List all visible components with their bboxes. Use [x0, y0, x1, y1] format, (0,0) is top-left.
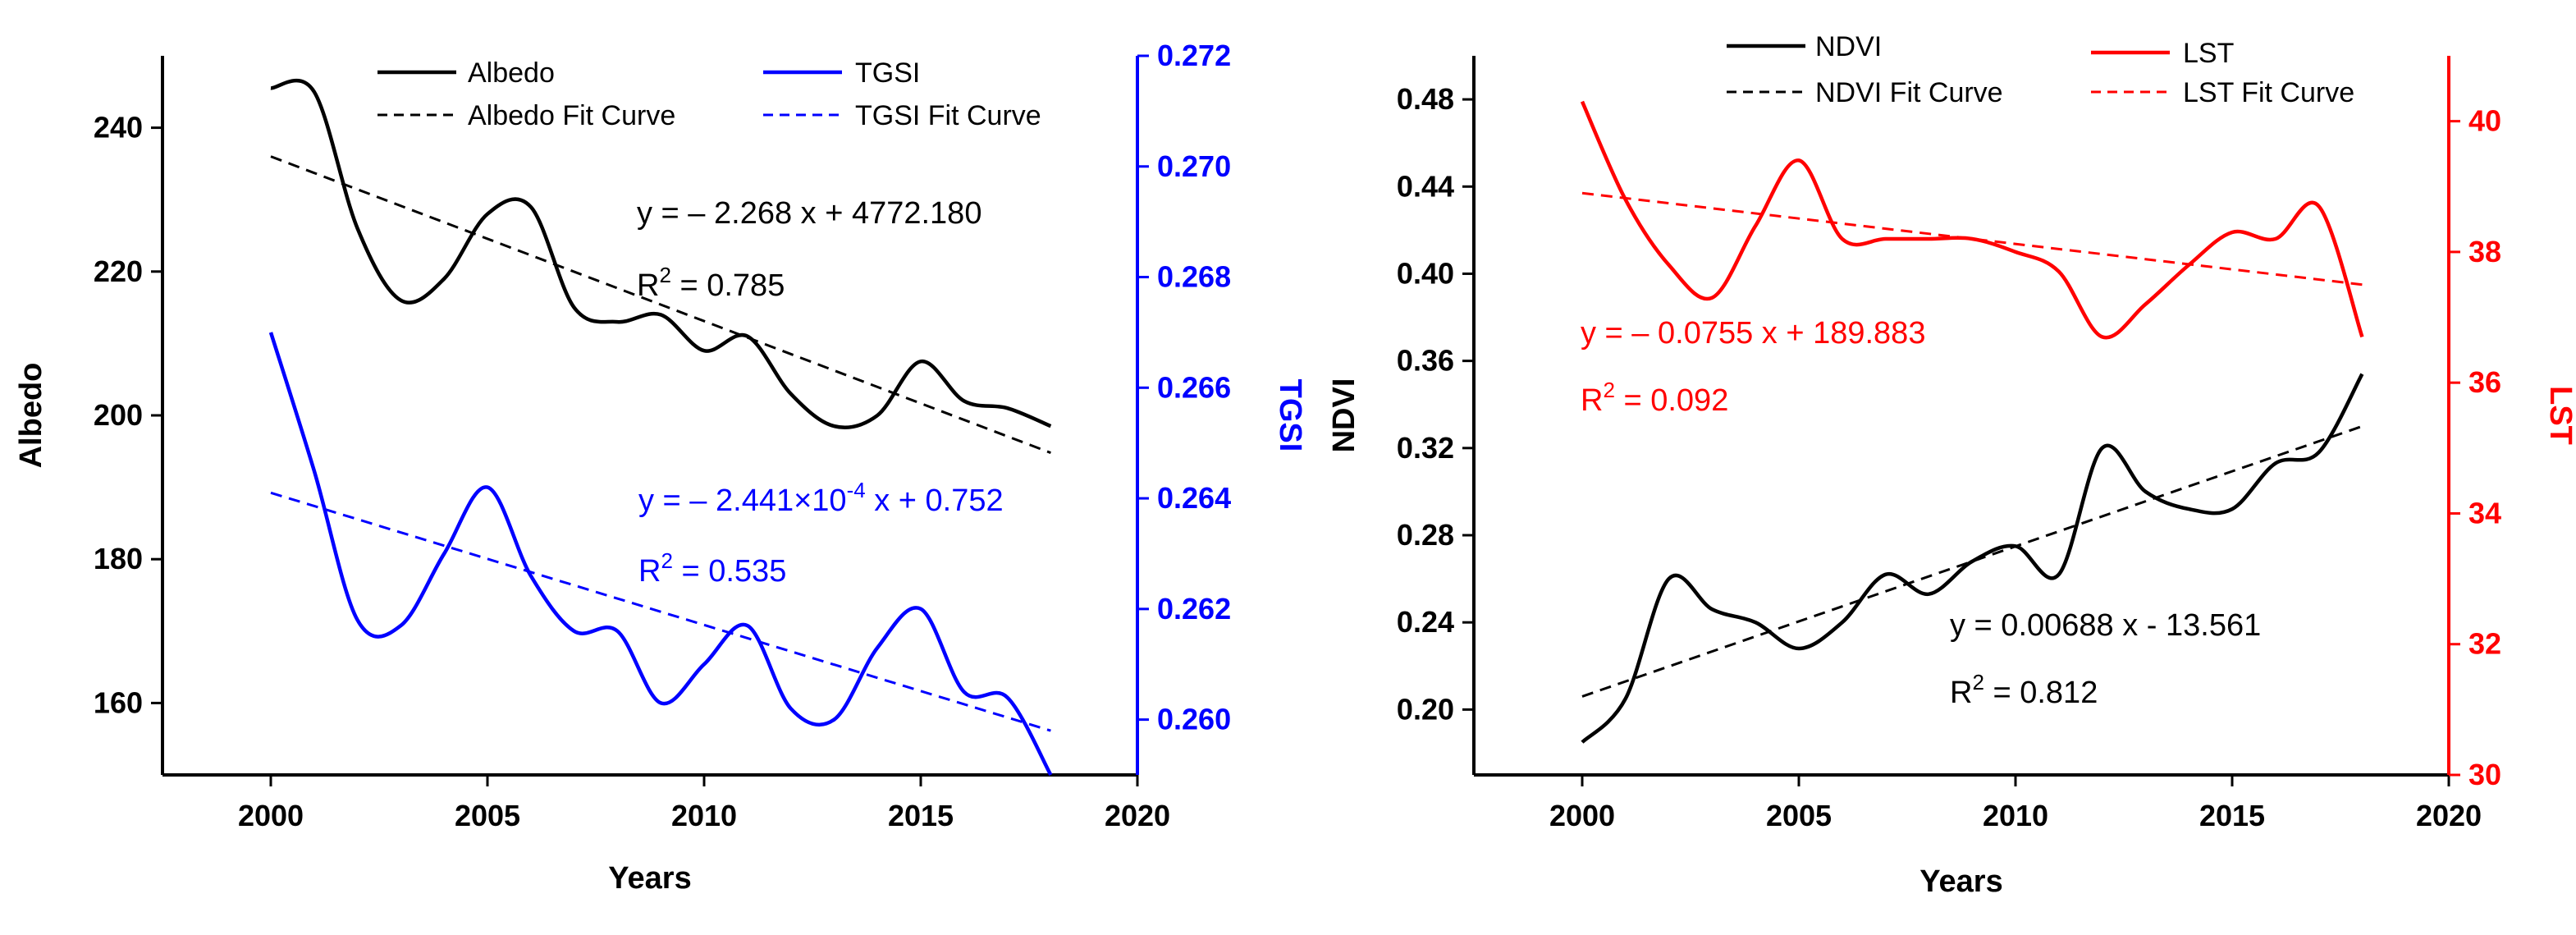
legend-label: Albedo: [468, 57, 555, 89]
annotation-text: R: [1950, 676, 1972, 710]
legend-label: NDVI: [1815, 31, 1882, 62]
equation-annotation: y = – 2.441×10-4 x + 0.752: [638, 478, 1004, 518]
legend-label: TGSI Fit Curve: [855, 100, 1041, 131]
series-line-lst: [1580, 100, 2364, 340]
y2-tick-label: 0.272: [1157, 39, 1231, 72]
annotation-superscript: 2: [1603, 378, 1614, 402]
x-tick-label: 2015: [2199, 799, 2265, 832]
legend-label: NDVI Fit Curve: [1815, 77, 2003, 108]
x-tick-label: 2020: [2416, 799, 2482, 832]
x-tick-label: 2000: [1549, 799, 1615, 832]
y-tick-label: 160: [94, 685, 143, 719]
y2-tick-label: 0.268: [1157, 260, 1231, 294]
y-axis-title: Albedo: [14, 363, 48, 469]
annotation-text: y = – 0.0755 x + 189.883: [1581, 316, 1925, 351]
annotation-rest: x + 0.752: [866, 484, 1004, 518]
legend-label: Albedo Fit Curve: [468, 100, 675, 131]
x-tick-label: 2015: [888, 799, 954, 832]
y-tick-label: 0.44: [1397, 169, 1454, 203]
chart-panel-1: 2000 2005 2010 2015 2020 160 180 200 220 240 0.260…: [14, 39, 1307, 896]
annotation-text: R: [1581, 383, 1603, 418]
series-line-albedo-fit-curve: [270, 155, 1051, 455]
y2-axis-title: LST: [2543, 386, 2576, 445]
y-tick-label: 0.20: [1397, 692, 1454, 726]
y2-tick-label: 0.262: [1157, 592, 1231, 626]
equation-annotation: R2 = 0.785: [637, 263, 785, 303]
y2-tick-label: 0.264: [1157, 481, 1231, 515]
equation-annotation: R2 = 0.092: [1581, 378, 1728, 418]
annotation-superscript: -4: [847, 478, 866, 502]
annotation-text: R: [637, 268, 659, 303]
annotation-superscript: 2: [661, 548, 672, 573]
annotation-superscript: 2: [1972, 670, 1983, 694]
annotation-text: y = – 2.268 x + 4772.180: [637, 196, 981, 231]
chart-panel-2: 2000 2005 2010 2015 2020 0.20 0.24 0.28 0.32 0.36…: [1327, 31, 2576, 899]
annotation-text: y = – 2.441×10: [638, 484, 847, 518]
annotation-rest: = 0.535: [673, 554, 786, 589]
annotation-rest: = 0.785: [671, 268, 785, 303]
y-tick-label: 0.48: [1397, 82, 1454, 116]
equation-annotation: R2 = 0.535: [638, 548, 786, 589]
y-tick-label: 180: [94, 542, 143, 575]
series-line-ndvi-fit-curve: [1581, 424, 2363, 698]
equation-annotation: y = – 2.268 x + 4772.180: [637, 196, 981, 231]
y-tick-label: 0.40: [1397, 256, 1454, 290]
x-tick-label: 2000: [238, 799, 304, 832]
y2-tick-label: 0.270: [1157, 149, 1231, 183]
y2-tick-label: 36: [2468, 365, 2501, 399]
x-tick-label: 2020: [1105, 799, 1170, 832]
legend-label: TGSI: [855, 57, 920, 89]
y-tick-label: 0.36: [1397, 344, 1454, 378]
legend-label: LST: [2183, 38, 2234, 69]
y2-tick-label: 0.266: [1157, 370, 1231, 404]
x-tick-label: 2010: [671, 799, 737, 832]
y-tick-label: 240: [94, 111, 143, 144]
y2-tick-label: 34: [2468, 496, 2501, 529]
y-tick-label: 200: [94, 398, 143, 432]
series-line-tgsi-fit-curve: [270, 491, 1051, 732]
y-tick-label: 0.24: [1397, 605, 1454, 639]
y2-tick-label: 0.260: [1157, 703, 1231, 736]
annotation-superscript: 2: [659, 263, 670, 287]
y-tick-label: 0.28: [1397, 518, 1454, 552]
annotation-rest: = 0.812: [1984, 676, 2098, 710]
x-axis-title: Years: [1919, 864, 2002, 899]
x-tick-label: 2005: [1766, 799, 1832, 832]
y-tick-label: 0.32: [1397, 431, 1454, 465]
x-tick-label: 2010: [1983, 799, 2048, 832]
equation-annotation: y = 0.00688 x - 13.561: [1950, 608, 2261, 643]
annotation-text: R: [638, 554, 661, 589]
y2-tick-label: 38: [2468, 235, 2501, 268]
series-line-albedo: [270, 78, 1052, 429]
x-tick-label: 2005: [455, 799, 520, 832]
legend-label: LST Fit Curve: [2183, 77, 2354, 108]
y2-axis-title: TGSI: [1273, 379, 1307, 452]
equation-annotation: R2 = 0.812: [1950, 670, 2098, 710]
y2-tick-label: 32: [2468, 627, 2501, 661]
y-axis-title: NDVI: [1327, 378, 1361, 453]
annotation-text: y = 0.00688 x - 13.561: [1950, 608, 2261, 643]
series-line-ndvi: [1581, 373, 2364, 744]
series-line-tgsi: [268, 332, 1053, 777]
equation-annotation: y = – 0.0755 x + 189.883: [1581, 316, 1925, 351]
y2-tick-label: 40: [2468, 104, 2501, 138]
y-tick-label: 220: [94, 254, 143, 288]
x-axis-title: Years: [608, 861, 691, 896]
annotation-rest: = 0.092: [1615, 383, 1728, 418]
y2-tick-label: 30: [2468, 758, 2501, 791]
